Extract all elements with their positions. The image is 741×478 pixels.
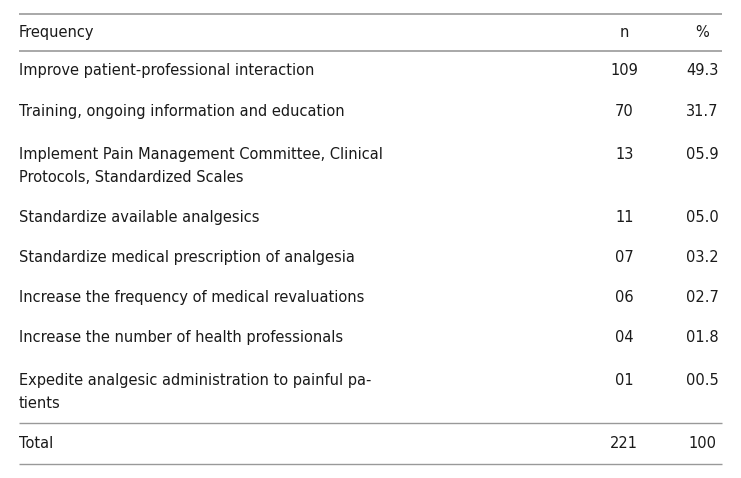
Text: 05.9: 05.9 bbox=[685, 147, 719, 162]
Text: 07: 07 bbox=[615, 250, 634, 265]
Text: 100: 100 bbox=[688, 436, 716, 451]
Text: 04: 04 bbox=[615, 330, 634, 345]
Text: 11: 11 bbox=[615, 209, 634, 225]
Text: 109: 109 bbox=[611, 64, 638, 78]
Text: Increase the frequency of medical revaluations: Increase the frequency of medical revalu… bbox=[19, 290, 364, 305]
Text: Training, ongoing information and education: Training, ongoing information and educat… bbox=[19, 104, 344, 119]
Text: tients: tients bbox=[19, 396, 60, 411]
Text: 31.7: 31.7 bbox=[686, 104, 718, 119]
Text: 06: 06 bbox=[615, 290, 634, 305]
Text: Standardize medical prescription of analgesia: Standardize medical prescription of anal… bbox=[19, 250, 354, 265]
Text: Frequency: Frequency bbox=[19, 25, 94, 40]
Text: Implement Pain Management Committee, Clinical: Implement Pain Management Committee, Cli… bbox=[19, 147, 382, 162]
Text: Protocols, Standardized Scales: Protocols, Standardized Scales bbox=[19, 170, 243, 185]
Text: 00.5: 00.5 bbox=[685, 373, 719, 388]
Text: 49.3: 49.3 bbox=[686, 64, 718, 78]
Text: 01: 01 bbox=[615, 373, 634, 388]
Text: 03.2: 03.2 bbox=[685, 250, 719, 265]
Text: 13: 13 bbox=[615, 147, 634, 162]
Text: Increase the number of health professionals: Increase the number of health profession… bbox=[19, 330, 342, 345]
Text: 05.0: 05.0 bbox=[685, 209, 719, 225]
Text: %: % bbox=[695, 25, 709, 40]
Text: 01.8: 01.8 bbox=[685, 330, 719, 345]
Text: Total: Total bbox=[19, 436, 53, 451]
Text: Expedite analgesic administration to painful pa-: Expedite analgesic administration to pai… bbox=[19, 373, 371, 388]
Text: n: n bbox=[619, 25, 629, 40]
Text: Standardize available analgesics: Standardize available analgesics bbox=[19, 209, 259, 225]
Text: Improve patient-professional interaction: Improve patient-professional interaction bbox=[19, 64, 314, 78]
Text: 02.7: 02.7 bbox=[685, 290, 719, 305]
Text: 70: 70 bbox=[615, 104, 634, 119]
Text: 221: 221 bbox=[611, 436, 638, 451]
